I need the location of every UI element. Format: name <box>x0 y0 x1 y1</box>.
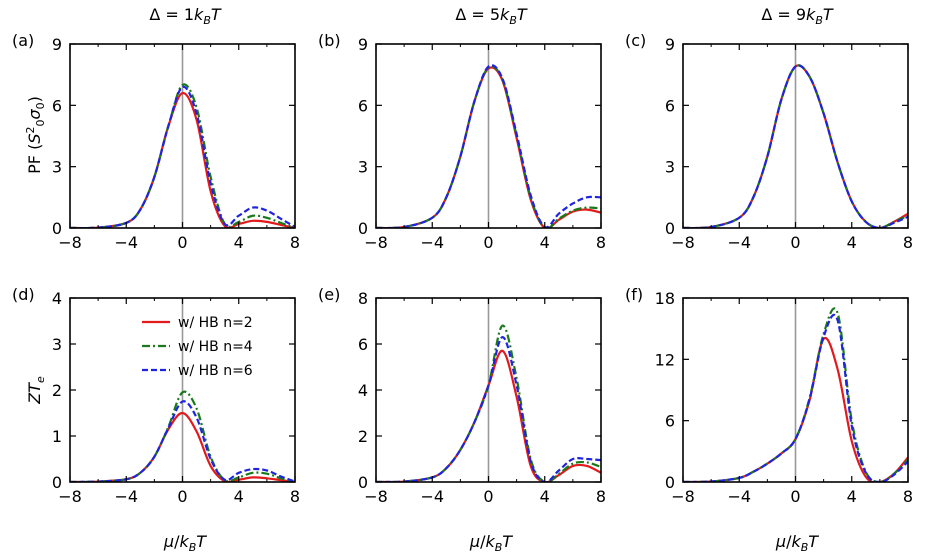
panel-label: (e) <box>318 285 340 304</box>
column-title-3: Δ = 9kBT <box>761 5 834 27</box>
y-tick-label: 2 <box>358 427 368 446</box>
column-title-1: Δ = 1kBT <box>149 5 222 27</box>
series-group <box>376 64 601 228</box>
y-tick-label: 3 <box>52 158 62 177</box>
x-tick-label: 4 <box>234 233 244 252</box>
series-group <box>70 390 295 482</box>
y-tick-label: 6 <box>52 96 62 115</box>
y-tick-label: 12 <box>655 350 675 369</box>
y-tick-label: 3 <box>52 335 62 354</box>
x-tick-label: 0 <box>177 487 187 506</box>
x-tick-label: 0 <box>177 233 187 252</box>
panel-label: (a) <box>12 31 34 50</box>
panel-5: −8 −4 0 4 8 0 6 12 18 (f) <box>625 285 913 506</box>
y-tick-label: 6 <box>358 96 368 115</box>
x-tick-label: 8 <box>596 487 606 506</box>
panel-label: (b) <box>318 31 341 50</box>
x-tick-label: 4 <box>234 487 244 506</box>
x-tick-label: −4 <box>420 233 444 252</box>
series-group <box>70 83 295 228</box>
x-tick-label: 8 <box>903 233 913 252</box>
y-tick-label: 2 <box>52 381 62 400</box>
x-label-3: μ/kBT <box>775 532 819 554</box>
series-line-n6 <box>70 85 295 228</box>
series-line-n4 <box>376 324 601 482</box>
x-tick-label: 4 <box>540 487 550 506</box>
x-tick-label: −8 <box>364 233 388 252</box>
panel-label: (d) <box>12 285 35 304</box>
x-tick-label: −8 <box>364 487 388 506</box>
series-line-n2 <box>376 349 601 482</box>
panel-2: −8 −4 0 4 8 0 3 6 9 (c) <box>625 31 913 252</box>
series-line-n4 <box>70 390 295 482</box>
y-tick-label: 6 <box>665 96 675 115</box>
y-tick-label: 8 <box>358 289 368 308</box>
x-tick-label: 8 <box>290 487 300 506</box>
x-tick-label: 0 <box>483 487 493 506</box>
y-tick-label: 18 <box>655 289 675 308</box>
x-tick-label: 0 <box>790 487 800 506</box>
y-tick-label: 9 <box>665 35 675 54</box>
x-tick-label: −4 <box>114 487 138 506</box>
y-tick-label: 0 <box>358 219 368 238</box>
series-group <box>376 324 601 482</box>
panel-label: (f) <box>625 285 643 304</box>
legend-label-n6: w/ HB n=6 <box>178 363 253 379</box>
legend-label-n4: w/ HB n=4 <box>178 339 253 355</box>
x-tick-label: −4 <box>114 233 138 252</box>
x-tick-label: 8 <box>596 233 606 252</box>
series-line-n2 <box>70 411 295 482</box>
y-tick-label: 3 <box>358 158 368 177</box>
column-title-2: Δ = 5kBT <box>455 5 528 27</box>
y-label-zte: ZTe <box>25 376 47 405</box>
y-label-pf: PF (S20σ0) <box>24 96 47 174</box>
panel-1: −8 −4 0 4 8 0 3 6 9 (b) <box>318 31 606 252</box>
y-tick-label: 0 <box>52 473 62 492</box>
legend-label-n2: w/ HB n=2 <box>178 315 253 331</box>
x-tick-label: −4 <box>727 487 751 506</box>
x-tick-label: −8 <box>58 233 82 252</box>
panel-0: −8 −4 0 4 8 0 3 6 9 (a) <box>12 31 300 252</box>
y-tick-label: 6 <box>358 335 368 354</box>
x-label-1: μ/kBT <box>163 532 207 554</box>
x-tick-label: 4 <box>847 233 857 252</box>
legend: w/ HB n=2 w/ HB n=4 w/ HB n=6 <box>142 315 253 379</box>
panel-label: (c) <box>625 31 646 50</box>
x-tick-label: 4 <box>540 233 550 252</box>
y-tick-label: 0 <box>358 473 368 492</box>
series-line-n6 <box>376 64 601 228</box>
x-tick-label: 8 <box>903 487 913 506</box>
y-tick-label: 4 <box>358 381 368 400</box>
y-tick-label: 1 <box>52 427 62 446</box>
y-tick-label: 0 <box>665 219 675 238</box>
series-line-n6 <box>70 400 295 482</box>
y-tick-label: 9 <box>52 35 62 54</box>
y-tick-label: 9 <box>358 35 368 54</box>
y-tick-label: 0 <box>52 219 62 238</box>
y-tick-label: 0 <box>665 473 675 492</box>
x-tick-label: 0 <box>483 233 493 252</box>
series-line-n6 <box>683 313 908 482</box>
x-tick-label: −8 <box>671 233 695 252</box>
y-tick-label: 6 <box>665 412 675 431</box>
x-label-2: μ/kBT <box>469 532 513 554</box>
series-line-n2 <box>70 91 295 228</box>
x-tick-label: −4 <box>727 233 751 252</box>
x-tick-label: 8 <box>290 233 300 252</box>
x-tick-label: −4 <box>420 487 444 506</box>
panel-3: −8 −4 0 4 8 0 1 2 3 4 (d) <box>12 285 300 506</box>
y-tick-label: 3 <box>665 158 675 177</box>
y-tick-label: 4 <box>52 289 62 308</box>
panel-4: −8 −4 0 4 8 0 2 4 6 8 (e) <box>318 285 606 506</box>
x-tick-label: 0 <box>790 233 800 252</box>
x-tick-label: −8 <box>671 487 695 506</box>
series-line-n6 <box>376 335 601 482</box>
x-tick-label: −8 <box>58 487 82 506</box>
x-tick-label: 4 <box>847 487 857 506</box>
